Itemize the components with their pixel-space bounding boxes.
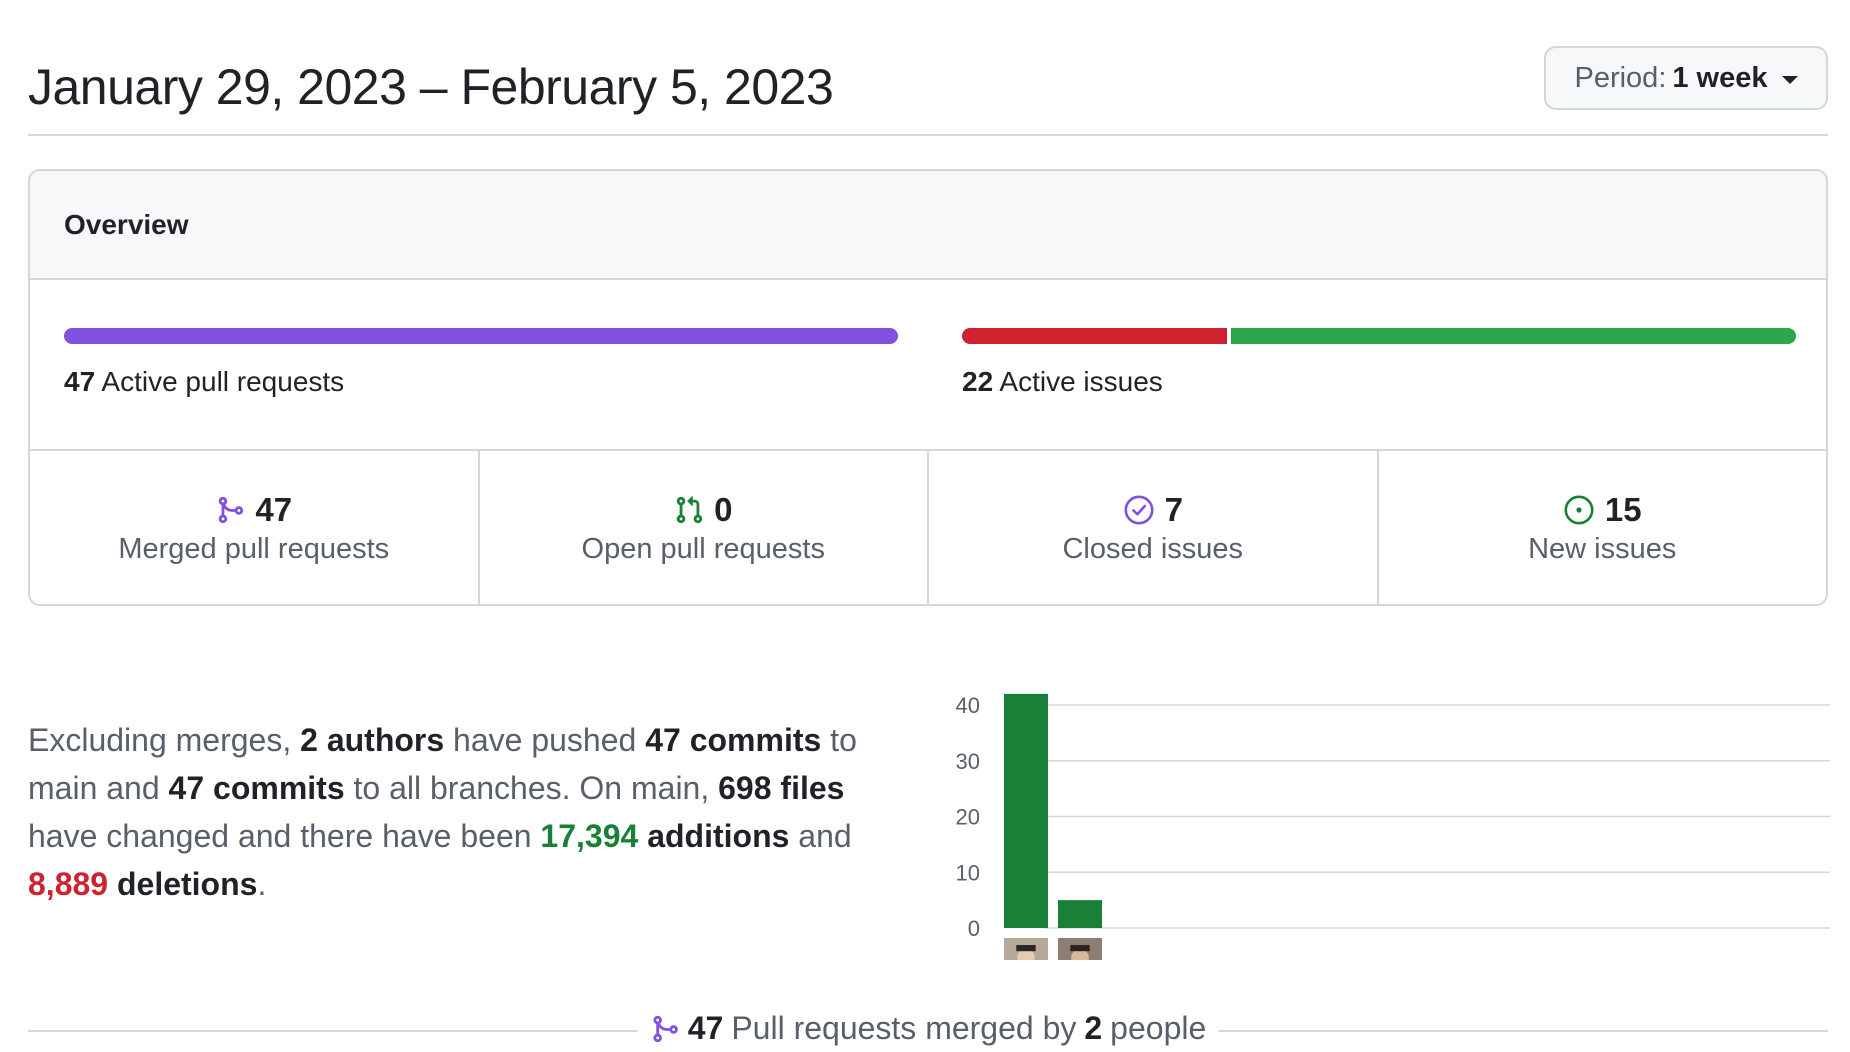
stat-label: Closed issues xyxy=(1062,533,1244,565)
footer-pr-count: 47 xyxy=(687,1010,724,1046)
git-merge-icon xyxy=(653,1015,678,1042)
summary-additions-count: 17,394 xyxy=(540,818,639,854)
chevron-down-icon xyxy=(1781,75,1798,84)
y-tick-label: 20 xyxy=(956,805,980,830)
summary-files: 698 files xyxy=(718,770,845,806)
active-prs-count: 47 xyxy=(64,366,96,397)
active-issues-count: 22 xyxy=(962,366,994,397)
overview-stats: 47 Merged pull requests 0 Open pull requ… xyxy=(30,451,1827,604)
summary-additions-word: additions xyxy=(647,818,790,854)
overview-title: Overview xyxy=(30,171,1826,280)
summary-text: to main and xyxy=(28,722,857,806)
active-issues-text: Active issues xyxy=(999,366,1163,397)
summary-deletions-count: 8,889 xyxy=(28,866,109,902)
summary-commits-all: 47 commits xyxy=(168,770,345,806)
closed-issues-segment xyxy=(962,328,1228,344)
active-issues-bar[interactable] xyxy=(962,328,1796,344)
pulse-header: January 29, 2023 – February 5, 2023 Peri… xyxy=(28,40,1828,136)
footer-summary: 47 Pull requests merged by 2 people xyxy=(637,1010,1219,1047)
stat-label: New issues xyxy=(1528,533,1677,565)
summary-text: . xyxy=(257,866,267,902)
overview-panel: Overview 47 Active pull requests 22 Acti… xyxy=(28,169,1828,606)
summary-text: to all branches. On main, xyxy=(353,770,710,806)
avatar[interactable] xyxy=(1058,938,1102,960)
summary-commits-main: 47 commits xyxy=(645,722,822,758)
stat-merged-prs[interactable]: 47 Merged pull requests xyxy=(30,451,480,604)
commit-summary: Excluding merges, 2 authors have pushed … xyxy=(28,716,908,908)
footer-text: Pull requests merged by xyxy=(731,1010,1077,1046)
commit-bar[interactable] xyxy=(1004,693,1048,928)
y-tick-label: 40 xyxy=(956,693,980,718)
issue-opened-icon xyxy=(1564,495,1594,525)
summary-text: have changed and there have been xyxy=(28,818,532,854)
stat-value: 15 xyxy=(1604,491,1642,528)
footer-people-count: 2 xyxy=(1084,1010,1103,1046)
summary-authors: 2 authors xyxy=(300,722,445,758)
y-tick-label: 0 xyxy=(968,916,980,941)
issue-closed-icon xyxy=(1124,495,1154,525)
y-tick-label: 10 xyxy=(956,860,980,885)
git-merge-icon xyxy=(219,496,244,524)
stat-value: 0 xyxy=(714,491,733,528)
avatar[interactable] xyxy=(1004,938,1048,960)
summary-text: Excluding merges, xyxy=(28,722,292,758)
commits-by-author-chart: 0 10 20 30 40 xyxy=(956,693,1830,960)
date-range-title: January 29, 2023 – February 5, 2023 xyxy=(28,59,834,115)
stat-new-issues[interactable]: 15 New issues xyxy=(1379,451,1827,604)
commit-bar[interactable] xyxy=(1058,900,1102,928)
active-prs-bar[interactable] xyxy=(64,328,898,344)
open-issues-segment xyxy=(1231,328,1796,344)
overview-bars: 47 Active pull requests 22 Active issues xyxy=(30,280,1826,451)
period-dropdown-button[interactable]: Period: 1 week xyxy=(1544,46,1828,110)
active-issues-label[interactable]: 22 Active issues xyxy=(962,366,1163,398)
footer-text: people xyxy=(1110,1010,1207,1046)
y-tick-label: 30 xyxy=(956,749,980,774)
stat-value: 47 xyxy=(255,491,293,528)
pr-merged-footer: 47 Pull requests merged by 2 people xyxy=(28,1010,1828,1050)
summary-deletions-word: deletions xyxy=(116,866,258,902)
stat-value: 7 xyxy=(1164,491,1183,528)
stat-open-prs[interactable]: 0 Open pull requests xyxy=(480,451,929,604)
git-pull-request-icon xyxy=(676,496,703,524)
stat-closed-issues[interactable]: 7 Closed issues xyxy=(929,451,1379,604)
stat-label: Open pull requests xyxy=(581,533,825,565)
period-value: 1 week xyxy=(1672,61,1768,94)
active-prs-label[interactable]: 47 Active pull requests xyxy=(64,366,344,398)
stat-label: Merged pull requests xyxy=(118,533,390,565)
active-prs-text: Active pull requests xyxy=(101,366,345,397)
summary-text: have pushed xyxy=(453,722,637,758)
summary-text: and xyxy=(798,818,852,854)
period-prefix: Period: xyxy=(1574,61,1667,94)
